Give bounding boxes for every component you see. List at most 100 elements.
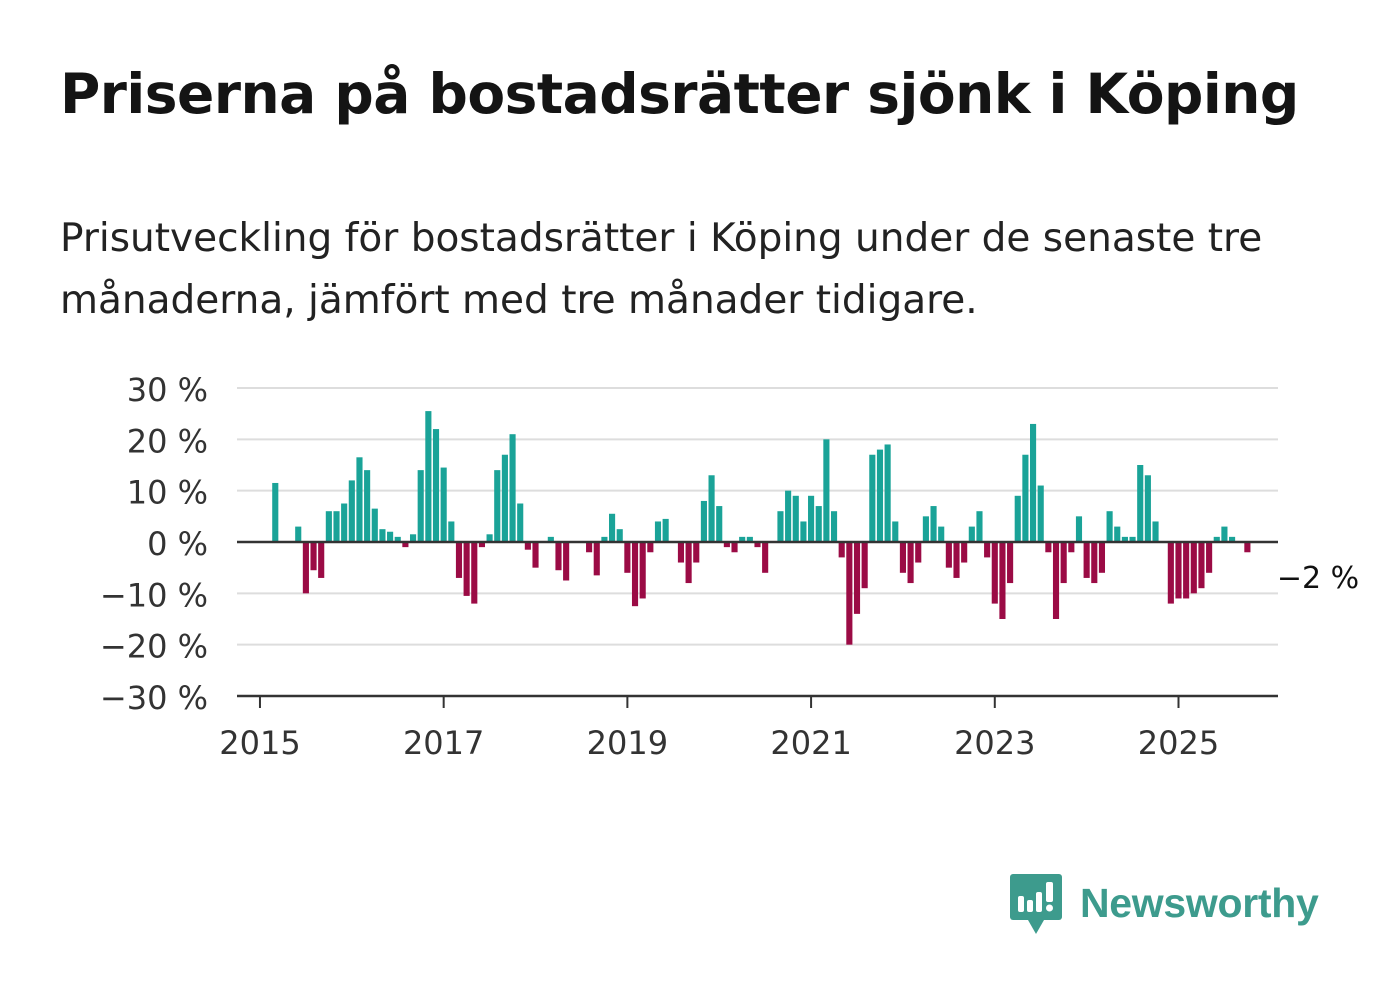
bar xyxy=(348,480,355,542)
bar xyxy=(524,542,531,550)
bar xyxy=(425,411,432,542)
bar xyxy=(1229,536,1236,542)
bar xyxy=(677,542,685,563)
bar xyxy=(1183,542,1190,599)
bar xyxy=(999,542,1006,619)
y-tick-label: 0 % xyxy=(147,525,208,563)
bar xyxy=(785,490,792,542)
bar xyxy=(609,513,616,542)
bar xyxy=(555,542,562,571)
bar xyxy=(723,542,730,548)
x-tick-label: 2025 xyxy=(1138,724,1219,762)
bar xyxy=(302,542,309,594)
bar xyxy=(341,503,348,542)
bar xyxy=(953,542,960,578)
bar-chart: 30 % 20 % 10 % 0 % −10 % −20 % −30 % 2015 2017 20… xyxy=(100,371,1363,762)
bar xyxy=(899,542,906,573)
bar xyxy=(1206,542,1213,573)
bar xyxy=(272,482,279,542)
bar xyxy=(922,516,929,542)
bar xyxy=(586,542,593,553)
bar xyxy=(762,542,769,573)
y-tick-label: −20 % xyxy=(100,628,208,666)
bar xyxy=(563,542,570,581)
bar xyxy=(884,444,891,542)
bar xyxy=(876,449,884,542)
bar xyxy=(731,542,738,553)
bar xyxy=(494,470,501,542)
bar xyxy=(1144,475,1151,542)
bar xyxy=(861,542,868,589)
bar xyxy=(1198,542,1205,589)
bar xyxy=(1022,454,1029,542)
bar xyxy=(478,542,486,548)
bar xyxy=(1029,423,1037,542)
bar xyxy=(777,511,784,542)
chart-subtitle: Prisutveckling för bostadsrätter i Köpin… xyxy=(60,216,1263,323)
bar xyxy=(517,503,524,542)
bar xyxy=(654,521,662,542)
bar xyxy=(501,454,508,542)
bar xyxy=(961,542,968,563)
bar xyxy=(945,542,952,568)
bar xyxy=(1091,542,1098,584)
bar xyxy=(463,542,470,596)
x-tick-label: 2023 xyxy=(954,724,1035,762)
bar xyxy=(1152,521,1159,542)
bar xyxy=(601,536,608,542)
bar xyxy=(616,529,623,542)
bar xyxy=(1167,542,1174,604)
x-tick-label: 2021 xyxy=(770,724,851,762)
bar xyxy=(647,542,654,553)
bar xyxy=(402,542,409,548)
bar xyxy=(631,542,639,607)
bar xyxy=(394,536,401,542)
bar xyxy=(853,542,861,614)
y-tick-label: 10 % xyxy=(127,474,208,512)
y-tick-label: −10 % xyxy=(100,576,208,614)
bar xyxy=(295,526,302,542)
bar xyxy=(409,534,417,542)
bar xyxy=(907,542,914,584)
bar xyxy=(1098,542,1106,573)
bar xyxy=(547,536,554,542)
bar xyxy=(1137,465,1144,542)
bar xyxy=(662,518,669,542)
bar xyxy=(1129,536,1136,542)
bar xyxy=(1106,511,1113,542)
bar xyxy=(455,542,463,578)
bar xyxy=(700,500,707,542)
bar xyxy=(356,457,363,542)
bar xyxy=(792,495,799,542)
bar xyxy=(846,542,853,645)
bar xyxy=(800,521,807,542)
bar xyxy=(1060,542,1067,584)
bar xyxy=(976,511,983,542)
bar xyxy=(1244,542,1251,553)
bar xyxy=(915,542,922,563)
bar xyxy=(1121,536,1128,542)
x-tick-label: 2015 xyxy=(219,724,300,762)
chart-title: Priserna på bostadsrätter sjönk i Köping xyxy=(60,62,1299,126)
bar xyxy=(371,508,378,542)
bar xyxy=(1014,495,1021,542)
y-tick-label: −30 % xyxy=(100,679,208,717)
brand-name: Newsworthy xyxy=(1080,880,1319,926)
bar xyxy=(1007,542,1014,584)
bar xyxy=(364,470,371,542)
bar xyxy=(379,529,386,542)
brand-logo: Newsworthy xyxy=(1010,874,1319,944)
bar xyxy=(325,511,332,542)
bar xyxy=(716,506,723,542)
bar xyxy=(838,542,845,558)
bar xyxy=(930,506,937,542)
bar xyxy=(1114,526,1121,542)
bar xyxy=(440,467,447,542)
bar xyxy=(739,536,746,542)
bar xyxy=(869,454,876,542)
bar xyxy=(1052,542,1060,619)
bar xyxy=(938,526,945,542)
bar xyxy=(808,495,815,542)
bar xyxy=(693,542,700,563)
bar xyxy=(830,511,838,542)
